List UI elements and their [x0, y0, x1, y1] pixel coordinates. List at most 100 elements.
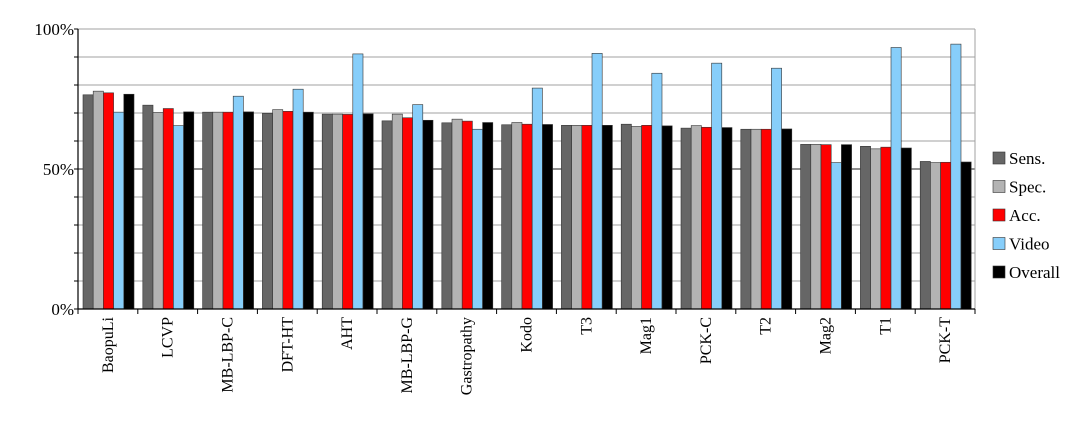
legend-label: Acc. — [1009, 206, 1041, 225]
legend-label: Video — [1009, 235, 1050, 254]
bar-overall — [183, 111, 195, 310]
bar-acc — [402, 117, 413, 310]
x-tick-label: Gastropathy — [459, 317, 476, 395]
bar-video — [651, 72, 663, 310]
bar-overall — [721, 127, 733, 310]
bar-sens — [919, 161, 931, 310]
bar-sens — [800, 144, 812, 310]
bar-acc — [641, 125, 653, 310]
y-tick-label: 0% — [51, 300, 74, 319]
bar-video — [531, 87, 543, 310]
bar-overall — [482, 122, 494, 310]
bar-acc — [103, 92, 114, 310]
bar-video — [113, 111, 125, 310]
x-tick-label: T2 — [758, 317, 775, 335]
bar-sens — [202, 111, 214, 310]
x-tick-label: MB-LBP-C — [220, 317, 237, 393]
bar-overall — [302, 111, 314, 310]
bar-acc — [162, 108, 174, 310]
bar-acc — [760, 128, 772, 310]
bar-acc — [521, 123, 533, 310]
bar-overall — [900, 147, 912, 310]
bar-video — [591, 53, 603, 310]
bar-sens — [321, 113, 333, 310]
bar-video — [412, 104, 424, 310]
bar-acc — [880, 146, 892, 310]
legend-swatch — [992, 180, 1006, 193]
bar-sens — [501, 124, 513, 310]
legend-swatch — [992, 265, 1006, 279]
bar-sens — [620, 123, 632, 310]
bar-spec — [332, 113, 343, 310]
bar-video — [890, 47, 902, 310]
bar-acc — [222, 111, 234, 310]
legend-swatch — [992, 237, 1006, 250]
bar-overall — [841, 144, 852, 310]
bar-acc — [581, 125, 593, 310]
x-tick-label: T1 — [877, 317, 894, 335]
x-tick-label: DFT-HT — [279, 317, 296, 373]
bar-overall — [422, 119, 434, 310]
bar-overall — [123, 93, 135, 310]
bar-sens — [441, 122, 453, 310]
x-tick-label: PCK-T — [937, 317, 954, 363]
bar-spec — [212, 111, 224, 310]
bar-overall — [601, 125, 613, 310]
bar-spec — [451, 118, 463, 310]
bar-overall — [781, 128, 793, 310]
x-tick-label: Kodo — [519, 317, 536, 353]
bar-sens — [381, 120, 393, 310]
bar-video — [173, 125, 184, 310]
bar-spec — [930, 162, 941, 310]
bar-sens — [561, 125, 572, 310]
bar-video — [830, 162, 842, 310]
y-tick-label: 50% — [43, 160, 74, 179]
x-tick-label: Mag1 — [638, 317, 655, 354]
bar-acc — [282, 111, 294, 310]
x-tick-label: AHT — [339, 317, 356, 350]
bar-spec — [750, 128, 762, 310]
legend-label: Sens. — [1009, 149, 1045, 168]
bar-overall — [661, 125, 673, 310]
bar-video — [711, 62, 723, 310]
bar-spec — [690, 125, 702, 310]
legend-swatch — [992, 208, 1006, 222]
bar-acc — [701, 126, 712, 310]
bar-video — [472, 128, 483, 310]
x-tick-label: PCK-C — [698, 317, 715, 364]
bar-sens — [680, 127, 692, 310]
bar-spec — [391, 113, 403, 310]
legend-label: Overall — [1009, 263, 1060, 282]
bar-overall — [362, 113, 374, 310]
bar-spec — [511, 122, 523, 310]
x-tick-label: LCVP — [160, 317, 177, 358]
bar-spec — [870, 148, 882, 310]
legend-swatch — [992, 151, 1006, 165]
x-tick-label: Mag2 — [818, 317, 835, 354]
bar-spec — [152, 112, 164, 310]
bar-sens — [740, 128, 752, 310]
bar-spec — [631, 126, 642, 310]
bar-sens — [82, 94, 94, 310]
bar-acc — [940, 161, 952, 310]
bar-spec — [810, 144, 822, 310]
y-tick-label: 100% — [34, 20, 74, 39]
legend-label: Spec. — [1009, 178, 1046, 197]
x-tick-label: T3 — [578, 317, 595, 335]
bar-sens — [262, 112, 273, 310]
bar-sens — [142, 104, 154, 310]
bar-spec — [92, 90, 104, 310]
bar-video — [232, 95, 244, 310]
bar-acc — [342, 114, 354, 310]
bar-video — [771, 67, 782, 310]
bar-overall — [542, 124, 553, 310]
bar-spec — [272, 109, 284, 310]
bar-overall — [243, 111, 254, 310]
bar-video — [950, 43, 962, 310]
bar-overall — [960, 161, 972, 310]
bar-acc — [820, 144, 832, 310]
bar-acc — [461, 120, 473, 310]
bar-video — [292, 88, 304, 310]
x-tick-label: MB-LBP-G — [399, 317, 416, 394]
